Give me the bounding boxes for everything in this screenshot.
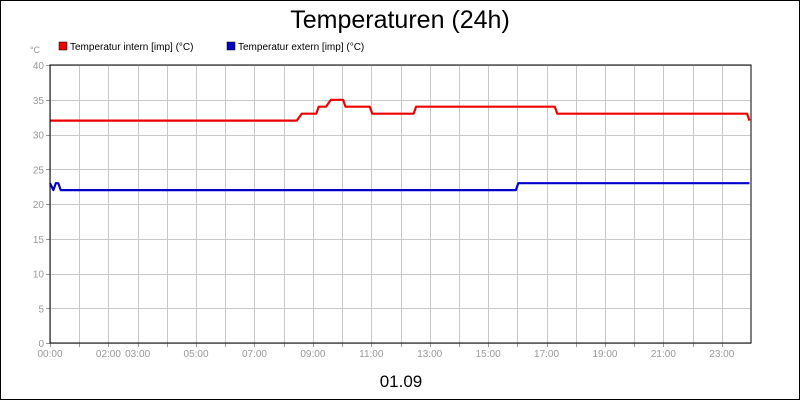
plot-border: [49, 64, 752, 344]
legend-label: Temperatur extern [imp] (°C): [238, 42, 364, 53]
grid-lines: [46, 65, 751, 347]
x-tick-label: 21:00: [651, 349, 676, 360]
x-tick-label: 19:00: [592, 349, 617, 360]
legend-swatch: [58, 41, 68, 51]
x-tick-label: 17:00: [534, 349, 559, 360]
y-tick-label: 35: [33, 96, 45, 107]
date-label: 01.09: [380, 372, 423, 391]
y-tick-label: 30: [33, 131, 45, 142]
y-tick-label: 0: [38, 339, 44, 350]
series-line-0: [50, 98, 751, 122]
legend-swatch: [226, 41, 236, 51]
x-tick-label: 03:00: [125, 349, 150, 360]
y-tick-label: 20: [33, 200, 45, 211]
x-tick-label: 15:00: [476, 349, 501, 360]
x-tick-label: 11:00: [359, 349, 384, 360]
legend-label: Temperatur intern [imp] (°C): [70, 42, 193, 53]
y-axis-ticks: 0 5 10 15 20 25 30 35 40: [33, 61, 45, 350]
legend: Temperatur intern [imp] (°C) Temperatur e…: [58, 41, 364, 53]
x-tick-label: 07:00: [242, 349, 267, 360]
y-tick-label: 15: [33, 235, 45, 246]
x-tick-label: 13:00: [417, 349, 442, 360]
x-tick-label: 23:00: [709, 349, 734, 360]
x-tick-label: 00:00: [37, 349, 62, 360]
series-lines: [49, 98, 751, 192]
y-tick-label: 25: [33, 165, 45, 176]
x-tick-label: 02:00: [96, 349, 121, 360]
y-axis-unit: °C: [30, 45, 41, 55]
y-tick-label: 5: [38, 304, 44, 315]
x-tick-label: 09:00: [300, 349, 325, 360]
x-tick-label: 05:00: [184, 349, 209, 360]
y-tick-label: 10: [33, 270, 45, 281]
chart-title: Temperaturen (24h): [290, 6, 510, 34]
series-line-1: [49, 182, 750, 192]
x-axis-ticks: 00:00 02:00 03:00 05:00 07:00 09:00 11:00 13:00…: [37, 349, 734, 360]
y-tick-label: 40: [33, 61, 45, 72]
